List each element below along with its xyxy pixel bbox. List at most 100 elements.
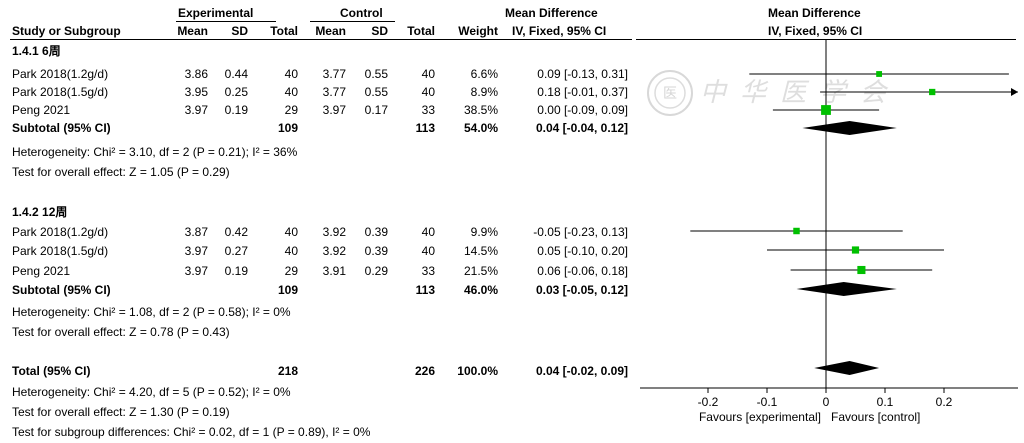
overall-effect-text: Test for overall effect: Z = 1.05 (P = 0… bbox=[12, 165, 230, 179]
ci: 0.05 [-0.10, 0.20] bbox=[537, 244, 628, 258]
heterogeneity-text: Heterogeneity: Chi² = 3.10, df = 2 (P = … bbox=[12, 145, 298, 159]
subtotal-ci: 0.04 [-0.04, 0.12] bbox=[535, 121, 628, 135]
pooled-diamond bbox=[796, 282, 897, 296]
ctrl-mean: 3.77 bbox=[322, 67, 346, 81]
total-overall-effect-text: Test for overall effect: Z = 1.30 (P = 0… bbox=[12, 405, 230, 419]
subtotal-exp-total: 109 bbox=[277, 283, 298, 297]
ci: -0.05 [-0.23, 0.13] bbox=[533, 225, 628, 239]
study-column-header: Study or Subgroup bbox=[12, 24, 121, 38]
ctrl-total: 40 bbox=[421, 85, 435, 99]
subtotal-ci: 0.03 [-0.05, 0.12] bbox=[535, 283, 628, 297]
exp-mean: 3.95 bbox=[184, 85, 208, 99]
plot-method-header: IV, Fixed, 95% CI bbox=[768, 24, 863, 38]
exp-mean: 3.97 bbox=[184, 244, 208, 258]
pooled-diamond bbox=[814, 361, 880, 375]
exp-mean-header: Mean bbox=[177, 24, 208, 38]
overall-effect-text: Test for overall effect: Z = 0.78 (P = 0… bbox=[12, 325, 230, 339]
study-name: Peng 2021 bbox=[12, 264, 71, 278]
subtotal-label: Subtotal (95% CI) bbox=[12, 121, 111, 135]
exp-total: 40 bbox=[284, 85, 298, 99]
ctrl-total: 33 bbox=[421, 103, 435, 117]
weight: 6.6% bbox=[470, 67, 498, 81]
pooled-diamond bbox=[802, 121, 897, 135]
ci-arrow-right bbox=[1011, 88, 1018, 96]
control-header: Control bbox=[340, 6, 383, 20]
ctrl-total: 40 bbox=[421, 244, 435, 258]
study-marker bbox=[793, 227, 800, 235]
ctrl-sd: 0.39 bbox=[364, 244, 388, 258]
exp-total: 29 bbox=[284, 103, 298, 117]
subgroup-differences-text: Test for subgroup differences: Chi² = 0.… bbox=[12, 425, 371, 439]
exp-sd: 0.19 bbox=[224, 103, 248, 117]
study-name: Park 2018(1.5g/d) bbox=[12, 244, 109, 258]
weight: 9.9% bbox=[470, 225, 498, 239]
subtotal-label: Subtotal (95% CI) bbox=[12, 283, 111, 297]
x-tick-label: 0.2 bbox=[936, 395, 953, 409]
weight-header: Weight bbox=[458, 24, 498, 38]
ctrl-sd: 0.55 bbox=[364, 85, 388, 99]
subtotal-ctrl-total: 113 bbox=[415, 283, 435, 297]
study-marker bbox=[857, 265, 866, 275]
exp-total: 40 bbox=[284, 244, 298, 258]
exp-mean: 3.86 bbox=[184, 67, 208, 81]
ctrl-mean: 3.92 bbox=[322, 225, 346, 239]
ctrl-total: 40 bbox=[421, 225, 435, 239]
ctrl-mean: 3.97 bbox=[322, 103, 346, 117]
method-header: IV, Fixed, 95% CI bbox=[512, 24, 607, 38]
subtotal-ctrl-total: 113 bbox=[415, 121, 435, 135]
exp-total: 40 bbox=[284, 225, 298, 239]
exp-sd-header: SD bbox=[231, 24, 248, 38]
exp-sd: 0.44 bbox=[224, 67, 248, 81]
subgroup-label: 1.4.2 12周 bbox=[12, 205, 68, 219]
study-marker bbox=[876, 71, 883, 77]
exp-sd: 0.25 bbox=[224, 85, 248, 99]
ctrl-sd: 0.29 bbox=[364, 264, 388, 278]
subtotal-exp-total: 109 bbox=[277, 121, 298, 135]
ctrl-sd: 0.17 bbox=[364, 103, 388, 117]
study-marker bbox=[929, 88, 936, 96]
ctrl-total-header: Total bbox=[407, 24, 435, 38]
ctrl-mean: 3.91 bbox=[322, 264, 346, 278]
svg-text:医: 医 bbox=[663, 86, 677, 102]
ctrl-sd-header: SD bbox=[371, 24, 388, 38]
study-name: Park 2018(1.2g/d) bbox=[12, 225, 109, 239]
ctrl-total: 40 bbox=[421, 67, 435, 81]
watermark-seal: 医 bbox=[647, 70, 693, 116]
total-ctrl-total: 226 bbox=[414, 364, 435, 378]
study-name: Park 2018(1.5g/d) bbox=[12, 85, 109, 99]
x-tick-label: -0.2 bbox=[698, 395, 719, 409]
ctrl-sd: 0.39 bbox=[364, 225, 388, 239]
x-tick-label: 0 bbox=[823, 395, 830, 409]
study-marker bbox=[821, 105, 831, 115]
total-ci: 0.04 [-0.02, 0.09] bbox=[535, 364, 628, 378]
favours-experimental-label: Favours [experimental] bbox=[699, 410, 821, 424]
study-marker bbox=[851, 246, 860, 254]
x-tick-label: -0.1 bbox=[757, 395, 778, 409]
exp-total: 29 bbox=[284, 264, 298, 278]
exp-sd: 0.42 bbox=[224, 225, 248, 239]
study-name: Peng 2021 bbox=[12, 103, 71, 117]
exp-mean: 3.97 bbox=[184, 264, 208, 278]
ctrl-mean: 3.77 bbox=[322, 85, 346, 99]
ctrl-mean-header: Mean bbox=[315, 24, 346, 38]
x-tick-label: 0.1 bbox=[877, 395, 894, 409]
exp-sd: 0.19 bbox=[224, 264, 248, 278]
ci: 0.18 [-0.01, 0.37] bbox=[537, 85, 628, 99]
heterogeneity-text: Heterogeneity: Chi² = 1.08, df = 2 (P = … bbox=[12, 305, 291, 319]
total-weight: 100.0% bbox=[457, 364, 498, 378]
total-label: Total (95% CI) bbox=[12, 364, 91, 378]
plot-mean-difference-header: Mean Difference bbox=[768, 6, 861, 20]
subtotal-weight: 54.0% bbox=[463, 121, 498, 135]
exp-mean: 3.87 bbox=[184, 225, 208, 239]
mean-difference-header: Mean Difference bbox=[505, 6, 598, 20]
ci: 0.06 [-0.06, 0.18] bbox=[537, 264, 628, 278]
total-heterogeneity-text: Heterogeneity: Chi² = 4.20, df = 5 (P = … bbox=[12, 385, 291, 399]
ci: 0.00 [-0.09, 0.09] bbox=[537, 103, 628, 117]
weight: 14.5% bbox=[463, 244, 498, 258]
ctrl-mean: 3.92 bbox=[322, 244, 346, 258]
ctrl-total: 33 bbox=[421, 264, 435, 278]
study-name: Park 2018(1.2g/d) bbox=[12, 67, 109, 81]
favours-control-label: Favours [control] bbox=[831, 410, 920, 424]
subtotal-weight: 46.0% bbox=[463, 283, 498, 297]
